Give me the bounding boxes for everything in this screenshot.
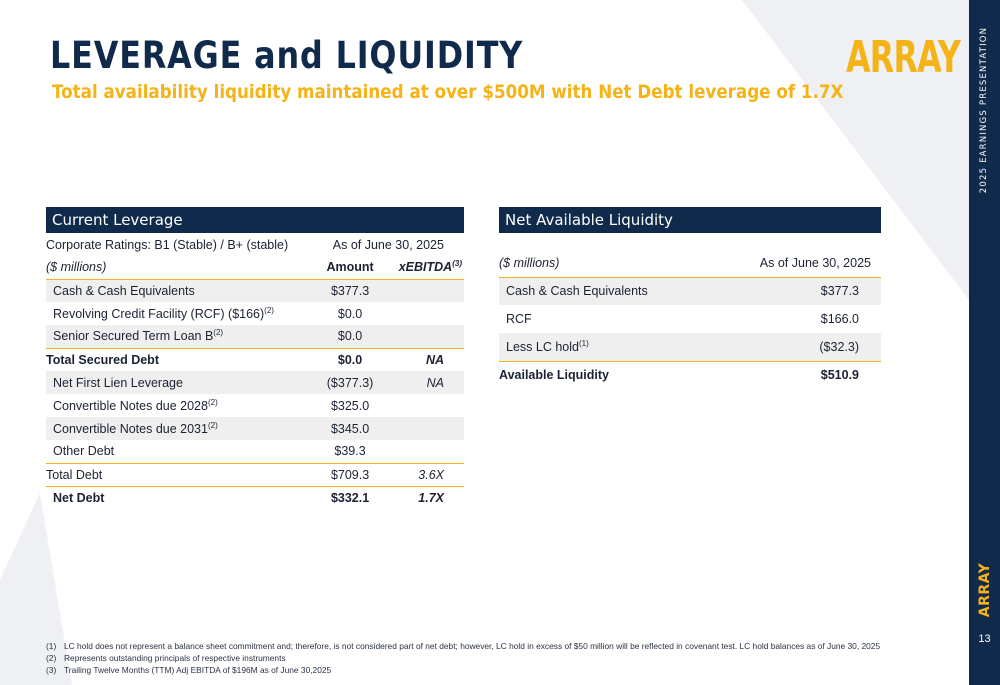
amount-column-header: Amount (312, 256, 388, 280)
row-amount: $39.3 (312, 440, 388, 464)
row-amount: $510.9 (820, 368, 859, 383)
leverage-units-label: ($ millions) (46, 256, 313, 280)
liquidity-units-label: ($ millions) (499, 249, 760, 278)
table-row: Cash & Cash Equivalents $377.3 (46, 279, 464, 302)
ratings-row: Corporate Ratings: B1 (Stable) / B+ (sta… (46, 233, 464, 256)
footnotes: (1) LC hold does not represent a balance … (46, 640, 880, 676)
current-leverage-table: Corporate Ratings: B1 (Stable) / B+ (sta… (46, 233, 464, 509)
table-row: Senior Secured Term Loan B(2) $0.0 (46, 325, 464, 348)
row-label: Convertible Notes due 2031 (53, 421, 208, 436)
row-amount: ($32.3) (759, 333, 881, 362)
footnote: (3) Trailing Twelve Months (TTM) Adj EBIT… (46, 664, 880, 676)
row-multiple (387, 279, 464, 302)
row-amount: $377.3 (759, 277, 881, 305)
page-number: 13 (978, 633, 991, 645)
row-label: Net Debt (53, 490, 105, 505)
table-row: Net First Lien Leverage ($377.3) NA (46, 371, 464, 394)
row-label: Total Secured Debt (46, 352, 159, 367)
row-label: Cash & Cash Equivalents (53, 283, 195, 298)
row-label: Available Liquidity (499, 368, 609, 383)
table-row: Total Debt $709.3 3.6X (46, 463, 464, 487)
row-amount: $0.0 (312, 347, 388, 371)
footnote-number: (2) (46, 653, 57, 663)
row-amount: $377.3 (312, 279, 388, 302)
table-row: Available Liquidity $510.9 (499, 361, 881, 389)
row-label: Cash & Cash Equivalents (506, 284, 648, 299)
row-note: (2) (207, 397, 218, 407)
ebitda-column-header: xEBITDA(3) (387, 256, 464, 280)
row-label: Less LC hold (506, 339, 579, 354)
row-amount: $345.0 (312, 417, 388, 440)
leverage-as-of: As of June 30, 2025 (332, 237, 444, 252)
ebitda-column-label: xEBITDA (398, 260, 453, 275)
row-multiple (387, 394, 464, 417)
footnote-number: (3) (46, 665, 57, 675)
presentation-label: 2025 EARNINGS PRESENTATION (979, 26, 989, 194)
table-row: Convertible Notes due 2031(2) $345.0 (46, 417, 464, 440)
row-amount: $332.1 (330, 490, 370, 505)
row-label: Other Debt (53, 444, 115, 459)
row-amount: $166.0 (820, 312, 859, 326)
row-amount: $325.0 (330, 398, 370, 413)
table-row: Convertible Notes due 2028(2) $325.0 (46, 394, 464, 417)
row-label: RCF (506, 312, 532, 326)
row-label: Total Debt (46, 467, 103, 482)
footnote: (2) Represents outstanding principals of … (46, 652, 880, 664)
row-amount: $0.0 (337, 306, 363, 321)
page-subtitle: Total availability liquidity maintained … (52, 81, 844, 103)
row-multiple (387, 417, 464, 440)
row-note: (2) (207, 420, 218, 430)
leverage-column-header-row: ($ millions) Amount xEBITDA(3) (46, 256, 464, 280)
row-note: (1) (578, 338, 589, 348)
row-multiple: NA (387, 347, 464, 371)
footnote-number: (1) (46, 641, 57, 651)
row-multiple (387, 302, 464, 325)
row-multiple: 3.6X (387, 463, 464, 487)
table-row: Other Debt $39.3 (46, 440, 464, 464)
row-label: Convertible Notes due 2028 (53, 398, 208, 413)
current-leverage-header: Current Leverage (46, 207, 464, 233)
row-multiple (387, 325, 464, 348)
footnote-text: Trailing Twelve Months (TTM) Adj EBITDA … (64, 665, 332, 675)
sidebar-logo: ARRAY (977, 562, 993, 618)
page-title: LEVERAGE and LIQUIDITY (50, 34, 524, 77)
footnote-text: LC hold does not represent a balance she… (64, 641, 881, 651)
liquidity-column-header-row: ($ millions) As of June 30, 2025 (499, 249, 881, 278)
row-label: Net First Lien Leverage (53, 375, 183, 390)
ratings-label: Corporate Ratings: B1 (Stable) / B+ (sta… (46, 237, 289, 252)
footnote: (1) LC hold does not represent a balance … (46, 640, 880, 652)
row-label: Revolving Credit Facility (RCF) ($166) (53, 306, 265, 321)
table-row: Revolving Credit Facility (RCF) ($166)(2… (46, 302, 464, 325)
row-multiple: 1.7X (418, 490, 444, 505)
table-row: Less LC hold(1) ($32.3) (499, 333, 881, 362)
row-amount: $0.0 (312, 325, 388, 348)
table-row: Cash & Cash Equivalents $377.3 (499, 277, 881, 305)
net-available-liquidity-header: Net Available Liquidity (499, 207, 881, 233)
footnote-text: Represents outstanding principals of res… (64, 653, 286, 663)
liquidity-as-of: As of June 30, 2025 (759, 249, 881, 278)
row-amount: ($377.3) (312, 371, 388, 394)
array-logo: ARRAY (846, 32, 961, 83)
row-multiple (387, 440, 464, 464)
row-amount: $709.3 (312, 463, 388, 487)
table-row: Total Secured Debt $0.0 NA (46, 347, 464, 371)
right-sidebar-bar (969, 0, 1000, 685)
row-multiple: NA (387, 371, 464, 394)
table-row: Net Debt $332.1 1.7X (46, 486, 464, 509)
table-row: RCF $166.0 (499, 305, 881, 333)
ebitda-column-note: (3) (452, 259, 462, 269)
row-note: (2) (213, 328, 224, 338)
net-available-liquidity-table: ($ millions) As of June 30, 2025 Cash & … (499, 249, 881, 389)
row-note: (2) (264, 305, 274, 315)
row-label: Senior Secured Term Loan B (53, 329, 214, 344)
